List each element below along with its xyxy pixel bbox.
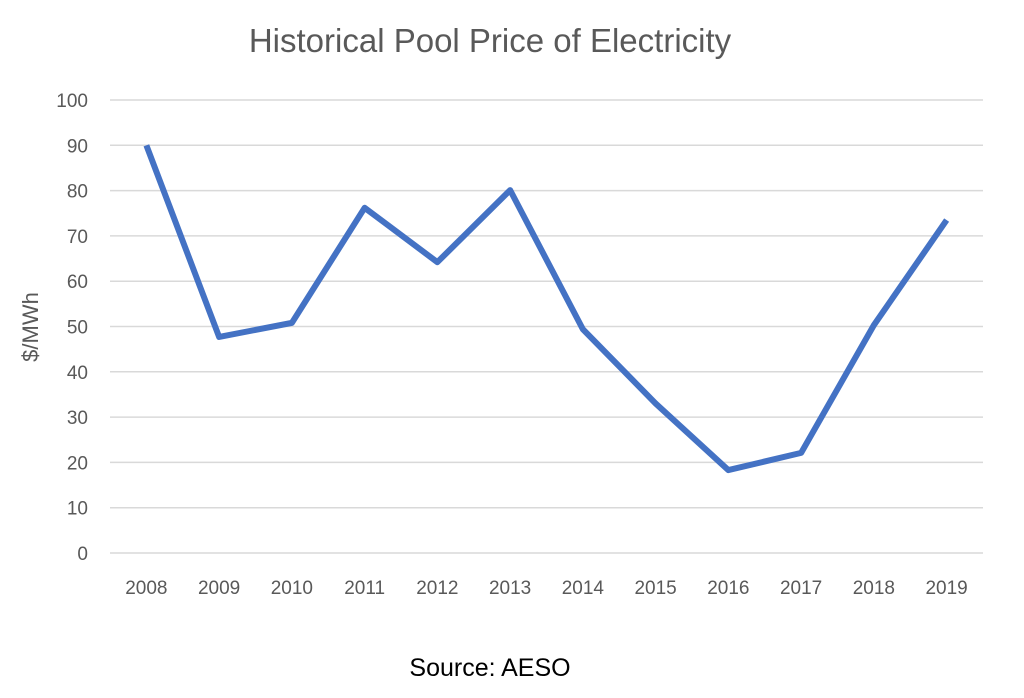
- x-tick-label: 2013: [489, 578, 531, 599]
- x-tick-label: 2012: [416, 578, 458, 599]
- y-tick-label: 50: [67, 318, 88, 339]
- x-tick-label: 2015: [634, 578, 676, 599]
- y-tick-label: 0: [77, 544, 88, 565]
- x-tick-label: 2016: [707, 578, 749, 599]
- y-tick-label: 10: [67, 499, 88, 520]
- x-tick-label: 2008: [125, 578, 167, 599]
- chart-title: Historical Pool Price of Electricity: [249, 22, 732, 59]
- y-tick-label: 30: [67, 408, 88, 429]
- y-tick-label: 40: [67, 363, 88, 384]
- x-tick-label: 2017: [780, 578, 822, 599]
- x-tick-label: 2009: [198, 578, 240, 599]
- y-tick-label: 80: [67, 182, 88, 203]
- y-tick-label: 70: [67, 227, 88, 248]
- x-tick-label: 2011: [344, 578, 385, 599]
- y-tick-label: 90: [67, 136, 88, 157]
- y-tick-label: 60: [67, 272, 88, 293]
- x-tick-label: 2014: [562, 578, 605, 599]
- x-tick-label: 2019: [925, 578, 967, 599]
- y-axis-label: $/MWh: [18, 292, 43, 362]
- x-tick-label: 2018: [853, 578, 895, 599]
- x-tick-label: 2010: [271, 578, 313, 599]
- source-note: Source: AESO: [409, 654, 570, 682]
- series-line: [143, 144, 950, 474]
- y-tick-label: 20: [67, 453, 88, 474]
- y-tick-label: 100: [56, 91, 88, 112]
